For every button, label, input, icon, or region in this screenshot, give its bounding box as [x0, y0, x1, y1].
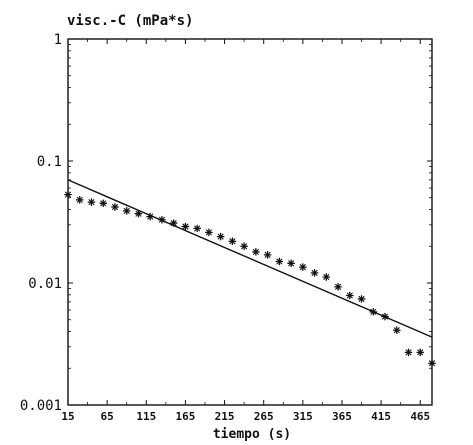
data-point [298, 263, 307, 271]
data-point [275, 257, 284, 266]
y-axis-title: visc.-C (mPa*s) [67, 13, 193, 29]
data-point [369, 308, 378, 316]
data-point [87, 198, 96, 206]
data-point [428, 359, 436, 368]
data-point [263, 251, 272, 259]
data-point [381, 312, 389, 321]
y-tick-label: 0.1 [37, 154, 62, 170]
data-point [169, 219, 178, 227]
x-tick-label: 65 [101, 410, 114, 423]
x-axis-ticks: 15 65 115 165 215 265 315 365 415 465 [61, 39, 430, 423]
x-tick-label: 465 [410, 410, 430, 423]
plot-border [67, 38, 433, 406]
data-point [134, 209, 143, 218]
x-tick-label: 115 [136, 410, 156, 423]
data-point [64, 190, 72, 199]
data-point [205, 228, 213, 237]
x-tick-label: 265 [254, 410, 274, 423]
y-tick-label: 0.001 [20, 398, 62, 414]
y-tick-label: 1 [54, 32, 62, 48]
data-point [310, 269, 319, 277]
data-point [322, 273, 331, 281]
data-point [146, 212, 155, 221]
data-point [122, 207, 131, 215]
plot-frame [67, 38, 433, 406]
x-tick-label: 415 [371, 410, 391, 423]
data-point [334, 282, 342, 291]
x-tick-label: 15 [61, 410, 74, 423]
x-axis-label: tiempo (s) [213, 427, 291, 442]
y-axis-ticks: 1 0.1 0.01 0.001 [20, 32, 432, 414]
data-point [216, 232, 225, 241]
data-point [416, 348, 425, 357]
data-point [240, 242, 248, 251]
data-point [181, 222, 190, 231]
y-tick-label: 0.01 [28, 276, 62, 292]
data-point [75, 196, 84, 204]
data-point [252, 248, 260, 256]
x-tick-label: 315 [293, 410, 313, 423]
marker-layer [64, 190, 436, 368]
data-point [228, 237, 237, 246]
x-tick-label: 165 [175, 410, 195, 423]
x-tick-label: 215 [215, 410, 235, 423]
data-point [111, 203, 119, 211]
data-point [392, 326, 401, 335]
data-point [404, 348, 413, 357]
x-tick-label: 365 [332, 410, 352, 423]
data-point [193, 224, 202, 233]
data-point [99, 199, 108, 208]
data-point [158, 215, 166, 224]
fit-line [67, 179, 433, 338]
data-point [287, 259, 295, 268]
data-point [345, 291, 354, 300]
data-point [357, 295, 366, 303]
fit-line-layer [67, 179, 433, 338]
